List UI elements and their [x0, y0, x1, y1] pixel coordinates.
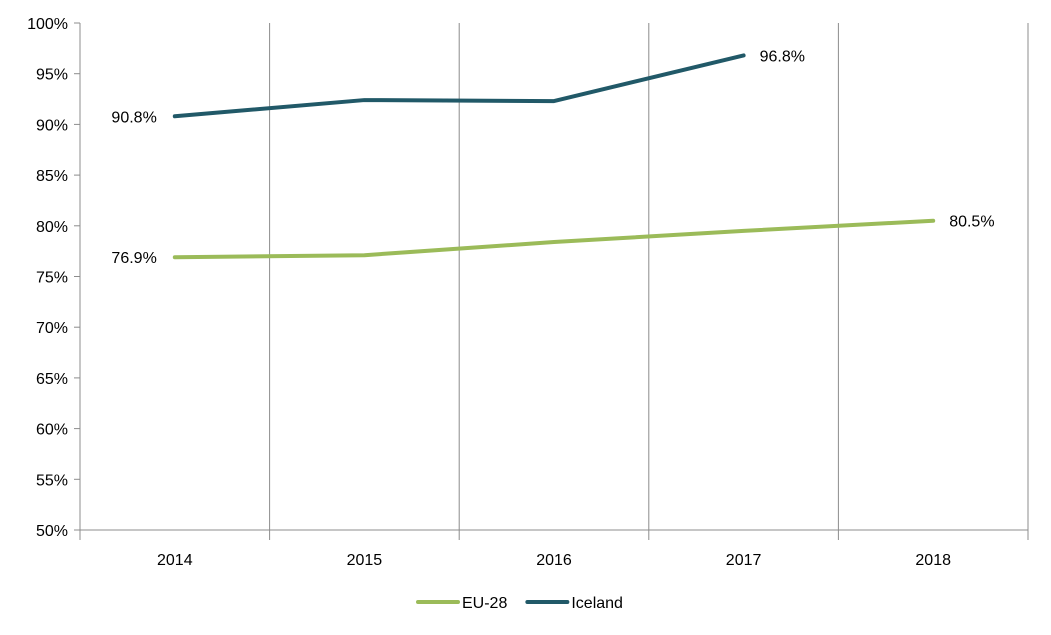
data-label: 90.8%	[111, 109, 156, 126]
grid-lines	[269, 23, 1029, 540]
y-tick-label: 65%	[36, 371, 68, 388]
data-label: 80.5%	[949, 214, 994, 231]
y-tick-label: 95%	[36, 67, 68, 84]
x-tick-label: 2014	[157, 552, 193, 569]
x-axis-ticks: 2014 2015 2016 2017 2018	[157, 552, 951, 569]
y-tick-label: 75%	[36, 270, 68, 287]
x-tick-label: 2015	[347, 552, 383, 569]
legend: EU-28 Iceland	[416, 595, 623, 612]
legend-item: EU-28	[416, 595, 507, 612]
legend-item: Iceland	[525, 595, 623, 612]
x-tick-label: 2018	[915, 552, 951, 569]
data-labels: 76.9% 80.5% 90.8% 96.8%	[111, 48, 994, 267]
y-tick-label: 80%	[36, 219, 68, 236]
x-tick-label: 2016	[536, 552, 572, 569]
series-lines	[172, 53, 936, 260]
series-line-iceland	[172, 53, 746, 119]
data-label: 96.8%	[760, 48, 805, 65]
y-tick-label: 60%	[36, 422, 68, 439]
y-axis-ticks: 50% 55% 60% 65% 70% 75% 80% 85% 90% 95% 100%	[27, 16, 80, 540]
legend-label: EU-28	[462, 595, 507, 612]
data-label: 76.9%	[111, 250, 156, 267]
y-tick-label: 70%	[36, 320, 68, 337]
axes	[74, 23, 1028, 540]
y-tick-label: 55%	[36, 472, 68, 489]
x-tick-label: 2017	[726, 552, 762, 569]
y-tick-label: 90%	[36, 117, 68, 134]
legend-label: Iceland	[571, 595, 623, 612]
series-line-eu-28	[172, 218, 936, 260]
y-tick-label: 85%	[36, 168, 68, 185]
y-tick-label: 100%	[27, 16, 68, 33]
y-tick-label: 50%	[36, 523, 68, 540]
